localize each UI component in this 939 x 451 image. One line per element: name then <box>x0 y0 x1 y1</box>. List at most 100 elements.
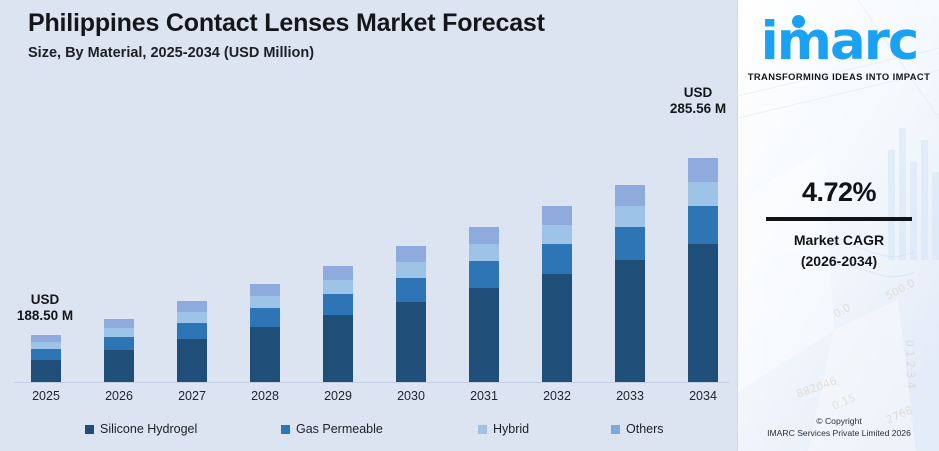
bar-segment-hybrid-2028 <box>250 296 280 308</box>
copyright-line-1: © Copyright <box>816 416 862 426</box>
bar-segment-others-2031 <box>469 227 499 244</box>
end-callout-value: 285.56 M <box>669 101 727 116</box>
legend-label: Silicone Hydrogel <box>100 422 198 436</box>
bar-segment-others-2030 <box>396 246 426 262</box>
bar-segment-hybrid-2030 <box>396 262 426 278</box>
x-axis-tick-2025: 2025 <box>32 389 60 403</box>
x-axis-tick-2031: 2031 <box>470 389 498 403</box>
legend-item-gas-permeable[interactable]: Gas Permeable <box>281 421 383 437</box>
legend-item-silicone-hydrogel[interactable]: Silicone Hydrogel <box>85 421 197 437</box>
bar-segment-hybrid-2026 <box>104 328 134 337</box>
bar-2034 <box>688 158 718 382</box>
copyright-line-2: IMARC Services Private Limited 2026 <box>767 428 911 438</box>
bar-2032 <box>542 206 572 382</box>
x-axis-tick-2034: 2034 <box>689 389 717 403</box>
bar-segment-silicone-hydrogel-2030 <box>396 302 426 382</box>
bar-segment-others-2032 <box>542 206 572 225</box>
bar-2028 <box>250 284 280 382</box>
bar-segment-hybrid-2033 <box>615 206 645 227</box>
bar-2027 <box>177 301 207 382</box>
bar-segment-silicone-hydrogel-2034 <box>688 244 718 382</box>
bar-segment-gas-permeable-2026 <box>104 337 134 350</box>
bar-segment-hybrid-2034 <box>688 182 718 206</box>
bar-2026 <box>104 319 134 382</box>
legend-swatch-icon <box>281 424 290 434</box>
bar-segment-hybrid-2027 <box>177 312 207 323</box>
bar-2033 <box>615 185 645 382</box>
legend-item-others[interactable]: Others <box>611 421 664 437</box>
bar-segment-others-2027 <box>177 301 207 312</box>
plot-area: USD 188.50 M USD 285.56 M <box>0 84 737 383</box>
logo-wordmark: imarc <box>760 11 920 72</box>
chart-panel: Philippines Contact Lenses Market Foreca… <box>0 8 737 443</box>
bar-segment-others-2025 <box>31 335 61 342</box>
legend-label: Gas Permeable <box>296 422 383 436</box>
bar-segment-silicone-hydrogel-2026 <box>104 350 134 382</box>
bar-segment-hybrid-2031 <box>469 244 499 261</box>
x-axis-tick-2027: 2027 <box>178 389 206 403</box>
x-axis-tick-2029: 2029 <box>324 389 352 403</box>
svg-text:0.0: 0.0 <box>831 301 853 321</box>
end-value-callout: USD 285.56 M <box>650 85 737 117</box>
bar-segment-hybrid-2029 <box>323 280 353 294</box>
start-callout-value: 188.50 M <box>16 308 74 323</box>
bar-segment-silicone-hydrogel-2028 <box>250 327 280 382</box>
svg-text:882046: 882046 <box>795 374 839 401</box>
cagr-divider <box>766 217 912 221</box>
brand-panel: 0.0 500.0 0.15 2768 882046 0 1 2 3 4 ima… <box>737 0 939 451</box>
logo-dot-icon <box>791 15 805 28</box>
bar-segment-silicone-hydrogel-2033 <box>615 260 645 382</box>
bar-segment-others-2029 <box>323 266 353 280</box>
legend-label: Others <box>626 422 664 436</box>
bar-segment-others-2028 <box>250 284 280 296</box>
bar-segment-gas-permeable-2025 <box>31 349 61 360</box>
imarc-logo: imarc TRANSFORMING IDEAS INTO IMPACT <box>738 14 939 83</box>
legend-item-hybrid[interactable]: Hybrid <box>478 421 529 437</box>
cagr-label: Market CAGR <box>793 232 885 248</box>
end-callout-currency: USD <box>683 85 713 100</box>
svg-text:0.15: 0.15 <box>830 391 858 413</box>
bar-segment-gas-permeable-2029 <box>323 294 353 315</box>
legend-swatch-icon <box>611 424 620 434</box>
bar-series-layer <box>0 84 737 382</box>
bar-segment-others-2033 <box>615 185 645 206</box>
x-axis-labels: 2025 2026 2027 2028 2029 2030 2031 2032 2033 2034 <box>0 388 737 408</box>
bar-segment-silicone-hydrogel-2029 <box>323 315 353 382</box>
cagr-block: 4.72% Market CAGR (2026-2034) <box>738 176 939 271</box>
bar-segment-others-2034 <box>688 158 718 182</box>
bar-2030 <box>396 246 426 382</box>
start-value-callout: USD 188.50 M <box>2 292 88 324</box>
svg-text:500.0: 500.0 <box>883 276 917 302</box>
x-axis-line <box>14 382 729 383</box>
bar-segment-silicone-hydrogel-2027 <box>177 339 207 382</box>
page-title: Philippines Contact Lenses Market Foreca… <box>28 9 545 37</box>
start-callout-currency: USD <box>30 292 60 307</box>
bar-segment-gas-permeable-2028 <box>250 308 280 327</box>
cagr-period: (2026-2034) <box>800 253 878 269</box>
bar-segment-hybrid-2032 <box>542 225 572 244</box>
bar-segment-silicone-hydrogel-2031 <box>469 288 499 382</box>
bar-segment-gas-permeable-2031 <box>469 261 499 288</box>
bar-segment-gas-permeable-2034 <box>688 206 718 244</box>
legend-swatch-icon <box>478 424 487 434</box>
bar-segment-others-2026 <box>104 319 134 328</box>
bar-segment-gas-permeable-2032 <box>542 244 572 274</box>
x-axis-tick-2033: 2033 <box>616 389 644 403</box>
bar-segment-hybrid-2025 <box>31 342 61 349</box>
x-axis-tick-2028: 2028 <box>251 389 279 403</box>
title-block: Philippines Contact Lenses Market Foreca… <box>28 8 718 62</box>
x-axis-tick-2026: 2026 <box>105 389 133 403</box>
bar-segment-gas-permeable-2027 <box>177 323 207 339</box>
legend-swatch-icon <box>85 424 94 434</box>
bar-segment-silicone-hydrogel-2032 <box>542 274 572 382</box>
x-axis-tick-2032: 2032 <box>543 389 571 403</box>
cagr-value: 4.72% <box>801 177 877 207</box>
chart-legend: Silicone Hydrogel Gas Permeable Hybrid Othe… <box>0 421 737 443</box>
bar-segment-silicone-hydrogel-2025 <box>31 360 61 382</box>
bar-segment-gas-permeable-2030 <box>396 278 426 302</box>
svg-text:0 1 2 3 4: 0 1 2 3 4 <box>903 340 918 389</box>
bar-2031 <box>469 227 499 382</box>
x-axis-tick-2030: 2030 <box>397 389 425 403</box>
copyright-block: © Copyright IMARC Services Private Limit… <box>738 415 939 439</box>
